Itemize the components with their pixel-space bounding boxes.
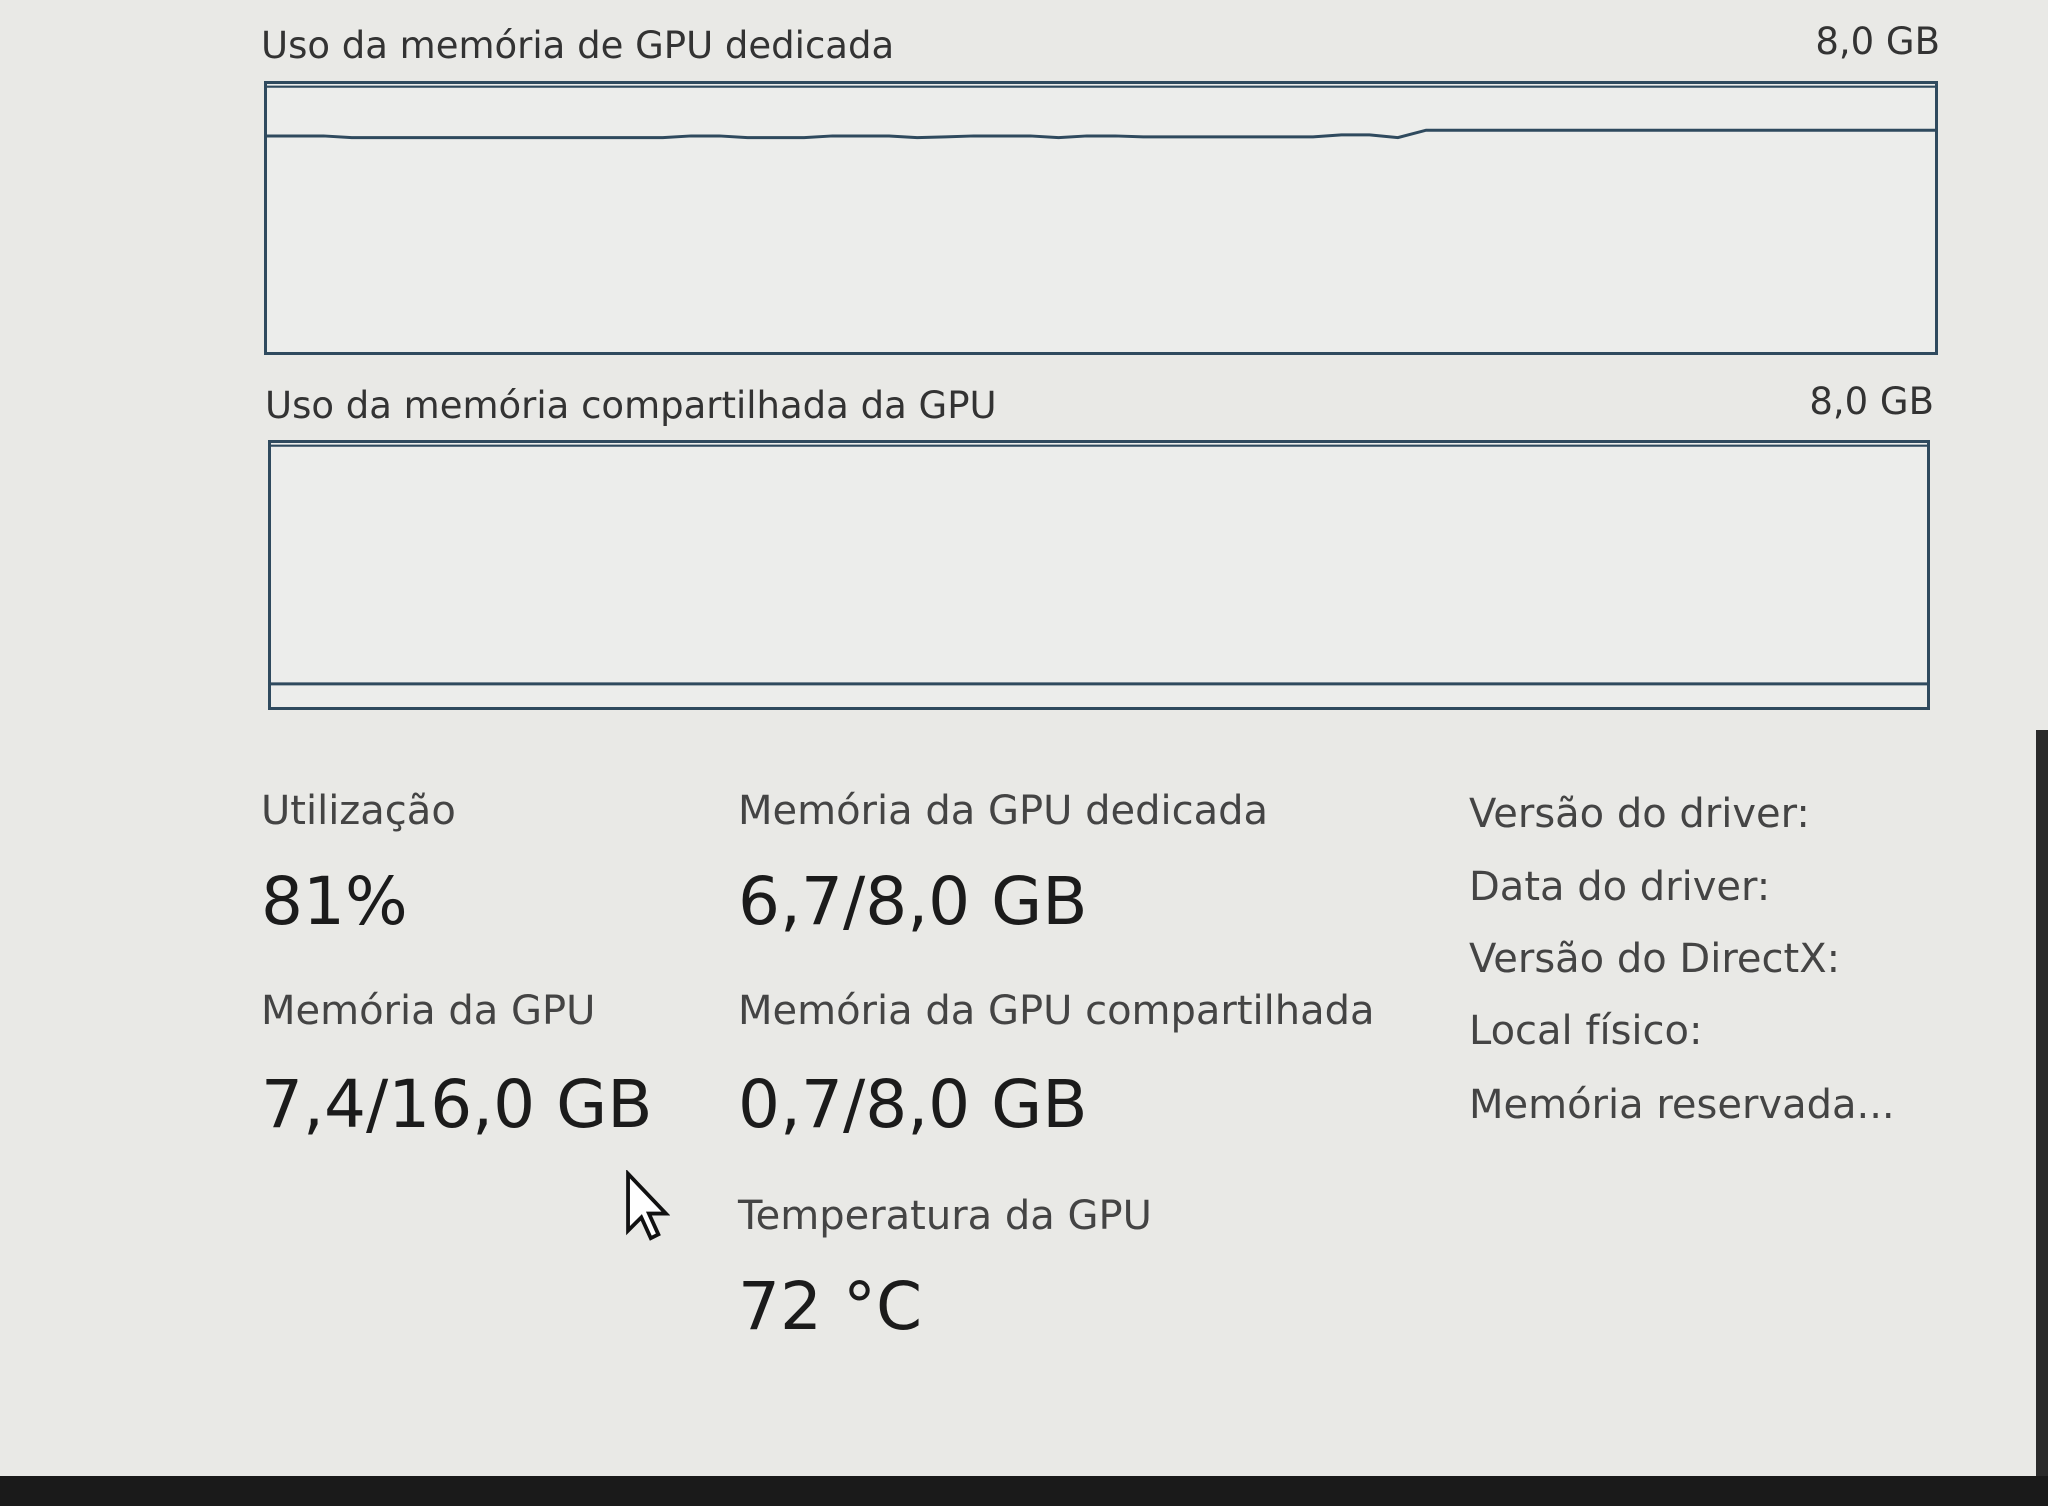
directx-version-label: Versão do DirectX: <box>1469 936 1841 982</box>
dedicated-graph-title: Uso da memória de GPU dedicada <box>261 24 895 67</box>
physical-location-label: Local físico: <box>1469 1008 1703 1054</box>
reserved-memory-label: Memória reservada... <box>1469 1082 1895 1128</box>
shared-memory-graph <box>268 440 1930 710</box>
shared-memory-chart <box>271 444 1927 707</box>
driver-date-label: Data do driver: <box>1469 864 1771 910</box>
dedicated-memory-chart <box>267 85 1935 352</box>
screen-bezel <box>0 1476 2048 1506</box>
dedicated-graph-max: 8,0 GB <box>1815 20 1940 63</box>
shared-memory-value: 0,7/8,0 GB <box>738 1066 1088 1143</box>
dedicated-memory-graph <box>264 81 1938 355</box>
dedicated-memory-value: 6,7/8,0 GB <box>738 863 1088 940</box>
shared-graph-title: Uso da memória compartilhada da GPU <box>265 384 997 427</box>
temperature-value: 72 °C <box>738 1268 923 1345</box>
gpu-memory-label: Memória da GPU <box>261 988 596 1034</box>
utilization-label: Utilização <box>261 788 456 834</box>
driver-version-label: Versão do driver: <box>1469 791 1810 837</box>
dedicated-memory-label: Memória da GPU dedicada <box>738 788 1268 834</box>
shared-graph-max: 8,0 GB <box>1809 380 1934 423</box>
mouse-cursor-icon <box>626 1170 670 1241</box>
memory-usage-line <box>267 130 1935 137</box>
shared-memory-label: Memória da GPU compartilhada <box>738 988 1375 1034</box>
gpu-memory-value: 7,4/16,0 GB <box>261 1066 653 1143</box>
temperature-label: Temperatura da GPU <box>738 1193 1152 1239</box>
utilization-value: 81% <box>261 863 408 940</box>
scrollbar[interactable] <box>2036 730 2048 1476</box>
